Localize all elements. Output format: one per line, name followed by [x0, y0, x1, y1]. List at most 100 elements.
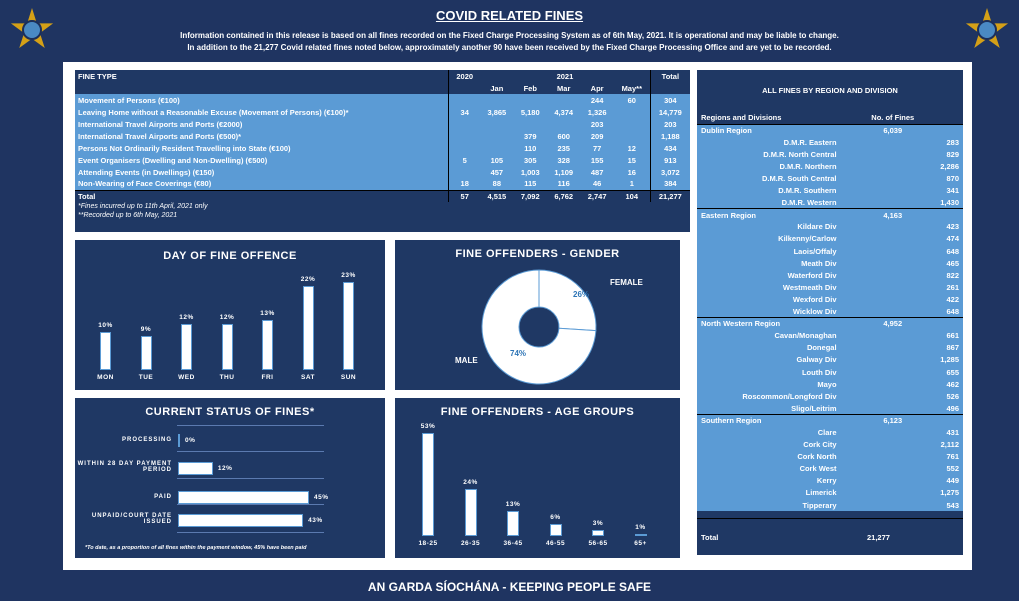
bar [178, 491, 309, 504]
blank [858, 196, 927, 209]
division-count: 1,275 [926, 486, 963, 499]
division-name: Cork City [697, 438, 859, 451]
cell-value [613, 106, 651, 118]
division-count: 462 [926, 378, 963, 391]
total-row: Total 57 4,515 7,092 6,762 2,747 104 21,277 [75, 189, 690, 202]
month-header: Jan [490, 83, 504, 93]
region-total: 6,039 [858, 123, 927, 137]
blank [858, 172, 927, 185]
data-label: 9% [140, 325, 152, 333]
blank [858, 499, 927, 512]
cell-value: 18 [448, 178, 481, 190]
data-label: 74% [510, 349, 526, 358]
division-name: Galway Div [697, 353, 859, 366]
division-name: D.M.R. Eastern [697, 136, 859, 149]
table-row: Movement of Persons (€100) 244 60 304 [75, 94, 690, 106]
division-name: Wexford Div [697, 293, 859, 306]
cell-value [613, 130, 651, 142]
bar [464, 489, 477, 536]
table-row: Persons Not Ordinarily Resident Travelli… [75, 142, 690, 154]
division-row: Kildare Div 423 [697, 220, 963, 233]
category-label: 18-25 [418, 540, 438, 547]
gridline [177, 451, 324, 452]
status-note: *To date, as a proportion of all fines w… [85, 545, 307, 551]
data-label: 6% [550, 514, 561, 522]
category-label: FEMALE [610, 278, 644, 287]
category-label: 65+ [634, 540, 647, 547]
fine-type: International Travel Airports and Ports … [75, 130, 449, 142]
division-row: Laois/Offaly 648 [697, 245, 963, 258]
division-row: Cork North 761 [697, 450, 963, 463]
bar [634, 534, 647, 537]
table-row: International Travel Airports and Ports … [75, 118, 690, 130]
division-row: D.M.R. South Central 870 [697, 172, 963, 185]
division-count: 496 [926, 402, 963, 415]
cell-value: 46 [580, 178, 614, 190]
division-row: Cork West 552 [697, 462, 963, 475]
total-label: Total [701, 533, 719, 542]
category-label: TUE [138, 374, 154, 381]
bar [178, 462, 213, 475]
division-row: D.M.R. North Central 829 [697, 148, 963, 161]
regions-table-box: ALL FINES BY REGION AND DIVISION Regions… [697, 70, 963, 555]
info-text-2: In addition to the 21,277 Covid related … [187, 43, 832, 52]
division-name: Donegal [697, 341, 859, 354]
division-name: Waterford Div [697, 269, 859, 282]
category-label: WED [178, 374, 195, 381]
data-label: 53% [420, 423, 436, 430]
total-cell: 21,277 [649, 189, 690, 202]
region-row: Eastern Region 4,163 [697, 208, 963, 221]
blank [858, 474, 927, 487]
data-label: 12% [179, 314, 194, 322]
blank [926, 317, 963, 330]
division-count: 423 [926, 220, 963, 233]
cell-value: 304 [649, 94, 690, 106]
blank [926, 208, 963, 221]
region-row: Southern Region 6,123 [697, 413, 963, 427]
division-name: Kilkenny/Carlow [697, 232, 859, 246]
cell-value [513, 94, 547, 106]
division-row: Cork City 2,112 [697, 438, 963, 451]
division-name: Tipperary [697, 499, 859, 512]
division-row: Kerry 449 [697, 474, 963, 487]
blank [858, 378, 927, 391]
division-name: Cork North [697, 450, 859, 463]
category-label: PROCESSING [121, 437, 172, 443]
bar [343, 282, 354, 370]
table-row: Event Organisers (Dwelling and Non-Dwell… [75, 154, 690, 166]
division-row: Galway Div 1,285 [697, 353, 963, 366]
category-label: MON [97, 374, 114, 381]
division-name: Kerry [697, 474, 859, 487]
data-label: 13% [505, 500, 521, 508]
division-name: Roscommon/Longford Div [697, 390, 859, 403]
data-label: 23% [341, 272, 356, 279]
cell-value: 1,109 [546, 166, 581, 178]
blank [858, 402, 927, 415]
cell-value: 115 [513, 178, 547, 190]
division-count: 2,286 [926, 160, 963, 173]
category-label: THU [219, 374, 235, 381]
cell-value: 5 [448, 154, 481, 166]
gridline [177, 504, 324, 505]
total-cell: 2,747 [580, 189, 614, 202]
blank [858, 450, 927, 463]
pie-slice-male [481, 269, 597, 385]
division-count: 867 [926, 341, 963, 354]
division-name: Meath Div [697, 257, 859, 270]
gridline [177, 478, 324, 479]
cell-value: 384 [649, 178, 690, 190]
division-row: Tipperary 543 [697, 499, 963, 512]
division-count: 822 [926, 269, 963, 282]
division-name: Clare [697, 426, 859, 439]
fine-type: Event Organisers (Dwelling and Non-Dwell… [75, 154, 449, 166]
division-row: Louth Div 655 [697, 365, 963, 379]
division-row: Westmeath Div 261 [697, 281, 963, 294]
data-label: 45% [314, 494, 329, 501]
garda-crest-logo-right [963, 6, 1011, 54]
info-text: Information contained in this release is… [180, 31, 839, 40]
cell-value: 379 [513, 130, 547, 142]
blank [858, 329, 927, 342]
data-label: 43% [308, 517, 323, 524]
footnote: **Recorded up to 6th May, 2021 [78, 212, 178, 219]
day-of-offence-chart: DAY OF FINE OFFENCE 10% MON 9% TUE 12% WED 12%… [75, 240, 385, 390]
